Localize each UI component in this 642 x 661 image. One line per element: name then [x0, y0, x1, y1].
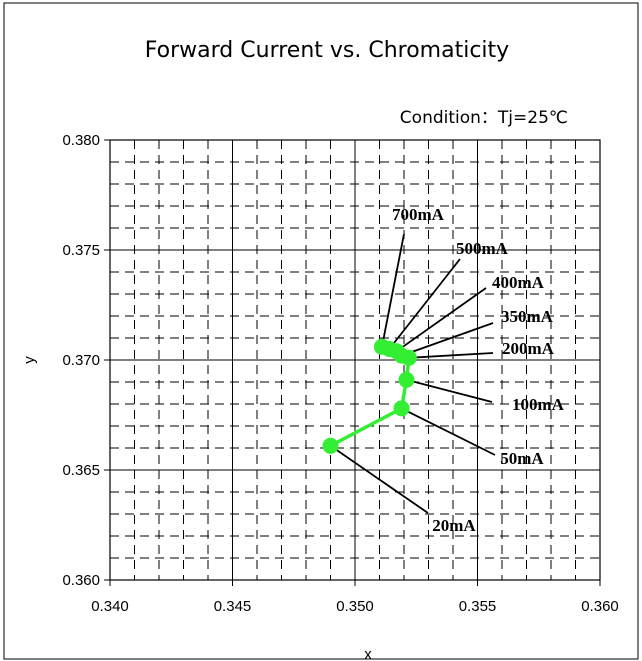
y-tick-label: 0.365 — [62, 462, 100, 479]
leader-line — [396, 287, 487, 352]
point-label: 400mA — [492, 273, 545, 292]
leader-line — [406, 378, 493, 403]
point-label: 50mA — [500, 449, 544, 468]
x-axis-label: x — [364, 646, 372, 661]
point-label: 700mA — [392, 205, 445, 224]
chart-title: Forward Current vs. Chromaticity — [145, 38, 509, 63]
y-tick-label: 0.380 — [62, 132, 100, 149]
y-tick-label: 0.375 — [62, 242, 100, 259]
leader-line — [401, 322, 494, 357]
point-label: 350mA — [501, 307, 554, 326]
y-tick-label: 0.370 — [62, 352, 100, 369]
point-label: 20mA — [432, 516, 476, 535]
x-tick-label: 0.350 — [336, 598, 374, 615]
leader-line — [388, 258, 461, 350]
plot-area: 0.340 0.345 0.350 0.355 0.360 0.360 0.365 0.370… — [62, 132, 618, 615]
chart-border — [3, 2, 639, 660]
point-label: 100mA — [512, 395, 565, 414]
data-point — [322, 437, 339, 454]
data-point — [398, 371, 415, 388]
leader-line — [408, 352, 494, 359]
y-tick-label: 0.360 — [62, 572, 100, 589]
leader-line — [401, 407, 496, 456]
x-tick-label: 0.340 — [91, 598, 129, 615]
point-label: 500mA — [456, 239, 509, 258]
x-tick-label: 0.345 — [214, 598, 252, 615]
point-label: 200mA — [502, 339, 555, 358]
data-point — [373, 338, 390, 355]
condition-annotation: Condition：Tj=25℃ — [400, 108, 568, 128]
leader-line — [381, 233, 405, 347]
y-axis-label: y — [21, 356, 38, 364]
data-point — [393, 400, 410, 417]
x-tick-label: 0.355 — [459, 598, 497, 615]
leader-line — [329, 445, 429, 514]
x-tick-label: 0.360 — [581, 598, 619, 615]
